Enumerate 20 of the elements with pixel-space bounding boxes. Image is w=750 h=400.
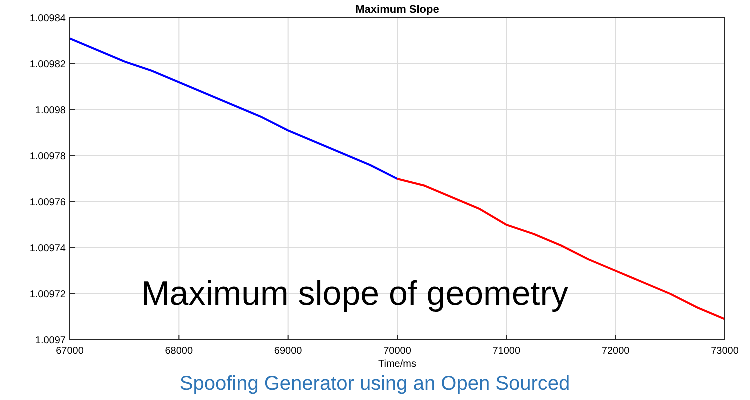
y-tick-label: 1.00978	[30, 152, 66, 162]
y-tick-label: 1.0097	[35, 336, 66, 346]
y-tick-label: 1.00982	[30, 60, 66, 70]
line-series	[69, 38, 398, 180]
x-axis-title: Time/ms	[378, 359, 416, 370]
y-tick-label: 1.00984	[30, 14, 66, 24]
x-tick-label: 72000	[602, 346, 630, 357]
x-tick-label: 71000	[492, 346, 522, 357]
y-tick-label: 1.00972	[30, 290, 66, 300]
x-tick-label: 73000	[711, 346, 740, 357]
x-tick-label: 68000	[165, 346, 194, 357]
x-tick-label: 69000	[274, 346, 303, 357]
y-tick-label: 1.0098	[35, 106, 66, 116]
y-tick-label: 1.00976	[30, 198, 66, 208]
x-tick-label: 70000	[384, 346, 412, 357]
chart-title: Maximum Slope	[356, 4, 440, 16]
annotation: Maximum slope of geometry	[141, 275, 569, 313]
text: Spoofing Generator using an Open Sourced	[180, 373, 570, 395]
y-tick-label: 1.00974	[30, 244, 66, 254]
x-tick-label: 67000	[56, 346, 84, 357]
